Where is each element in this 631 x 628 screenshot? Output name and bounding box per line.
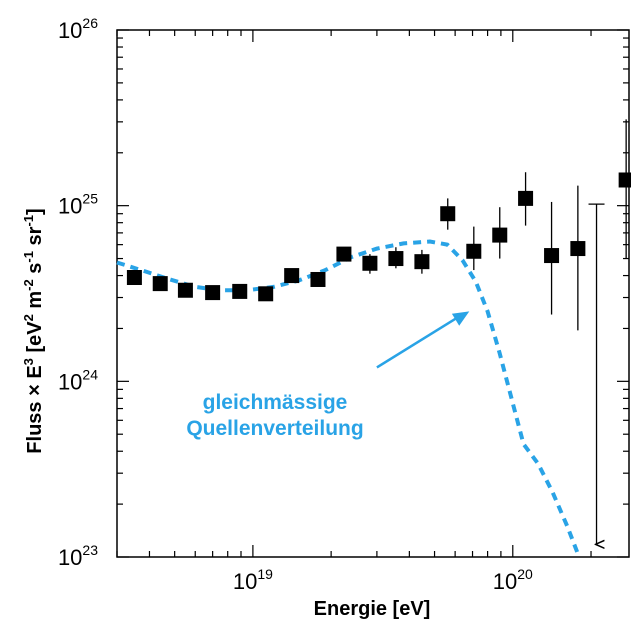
- annotation-line-1: gleichmässige: [203, 391, 348, 414]
- tick-labels: 1019 1020 1023 1024 1025 1026: [58, 15, 533, 594]
- plot-border: [116, 29, 630, 558]
- data-point: [310, 271, 326, 287]
- data-point: [126, 270, 142, 286]
- annotation-arrow-head: [451, 311, 470, 326]
- data-point: [205, 285, 221, 301]
- annotation-line-2: Quellenverteilung: [186, 417, 363, 440]
- x-tick-label: 1020: [493, 566, 533, 594]
- data-point: [232, 283, 248, 299]
- data-point: [152, 276, 168, 292]
- data-point: [618, 172, 631, 188]
- data-point: [518, 190, 534, 206]
- data-point: [414, 254, 430, 270]
- data-point: [492, 227, 508, 243]
- data-point: [336, 246, 352, 262]
- data-markers-layer: [126, 172, 631, 302]
- data-point: [570, 241, 586, 257]
- data-point: [284, 268, 300, 284]
- y-tick-label: 1023: [58, 542, 98, 570]
- data-point: [362, 255, 378, 271]
- plot-frame: [116, 29, 630, 558]
- y-axis-title: Fluss × E3 [eV2 m-2 s-1 sr-1]: [21, 208, 46, 453]
- data-point: [258, 286, 274, 302]
- y-tick-label: 1025: [58, 191, 98, 219]
- data-point: [544, 248, 560, 264]
- error-bars-layer: [369, 119, 627, 544]
- annotation-arrow-shaft: [376, 315, 460, 369]
- data-point: [388, 251, 404, 267]
- x-axis-title: Energie [eV]: [314, 598, 431, 620]
- data-point: [440, 206, 456, 222]
- data-point: [466, 243, 482, 259]
- y-tick-label: 1026: [58, 15, 98, 43]
- axis-ticks: [116, 29, 629, 558]
- annotation-layer: gleichmässige Quellenverteilung: [186, 311, 470, 440]
- data-point: [177, 282, 193, 298]
- y-tick-label: 1024: [58, 366, 98, 394]
- x-tick-label: 1019: [233, 566, 273, 594]
